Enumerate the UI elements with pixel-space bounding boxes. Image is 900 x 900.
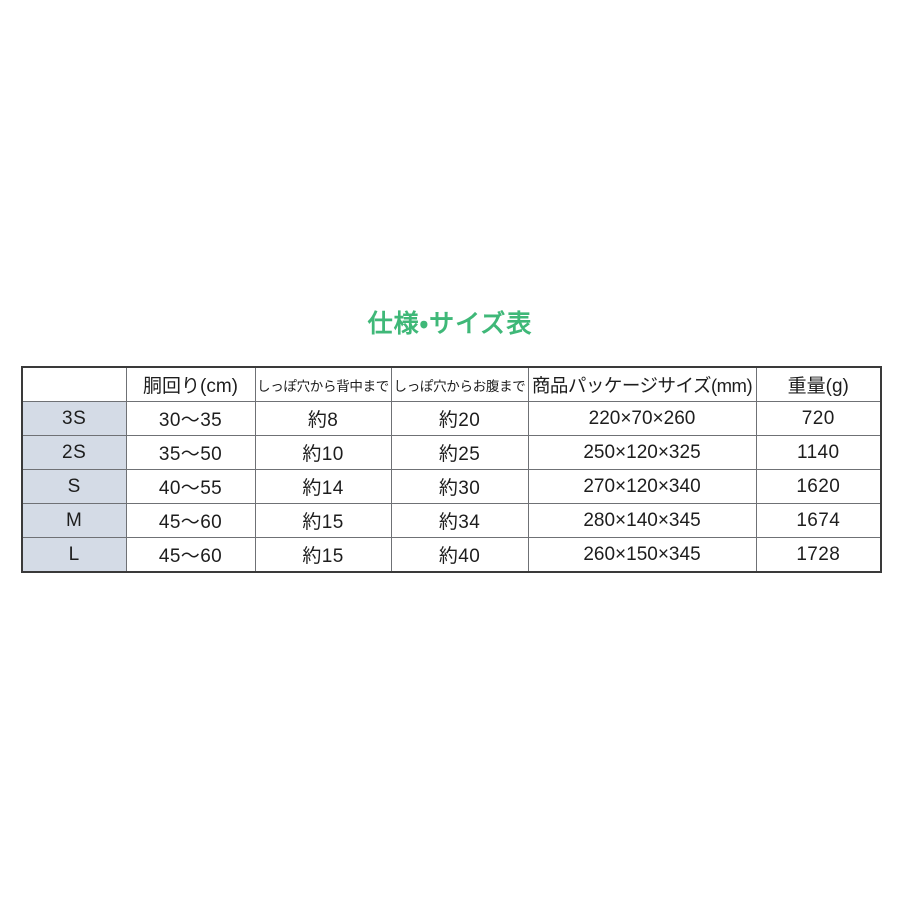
cell-waist: 40〜55 [125,469,256,504]
table-row: S 40〜55 約14 約30 270×120×340 1620 [21,469,882,504]
cell-tail-to-back: 約15 [254,503,392,538]
cell-package: 250×120×325 [527,435,757,470]
column-header-package-size: 商品パッケージサイズ(mm) [527,366,757,402]
spec-table-container: 胴回り(cm) しっぽ穴から背中まで しっぽ穴からお腹まで 商品パッケージサイズ… [21,366,882,573]
table-row: L 45〜60 約15 約40 260×150×345 1728 [21,537,882,573]
cell-size: 2S [21,435,127,470]
spec-size-table: 胴回り(cm) しっぽ穴から背中まで しっぽ穴からお腹まで 商品パッケージサイズ… [21,366,882,573]
column-header-weight: 重量(g) [755,366,882,402]
table-body: 3S 30〜35 約8 約20 220×70×260 720 2S 35〜50 … [21,401,882,573]
cell-waist: 45〜60 [125,503,256,538]
table-row: 3S 30〜35 約8 約20 220×70×260 720 [21,401,882,436]
cell-waist: 30〜35 [125,401,256,436]
cell-package: 220×70×260 [527,401,757,436]
column-header-tail-to-belly: しっぽ穴からお腹まで [390,366,529,402]
table-header-row: 胴回り(cm) しっぽ穴から背中まで しっぽ穴からお腹まで 商品パッケージサイズ… [21,366,882,402]
cell-waist: 45〜60 [125,537,256,573]
table-row: 2S 35〜50 約10 約25 250×120×325 1140 [21,435,882,470]
cell-tail-to-back: 約15 [254,537,392,573]
table-header: 胴回り(cm) しっぽ穴から背中まで しっぽ穴からお腹まで 商品パッケージサイズ… [21,366,882,402]
cell-tail-to-belly: 約30 [390,469,529,504]
column-header-tail-to-back: しっぽ穴から背中まで [254,366,392,402]
cell-size: S [21,469,127,504]
cell-weight: 1674 [755,503,882,538]
cell-size: L [21,537,127,573]
column-header-waist: 胴回り(cm) [125,366,256,402]
cell-tail-to-back: 約10 [254,435,392,470]
cell-weight: 720 [755,401,882,436]
cell-package: 270×120×340 [527,469,757,504]
cell-weight: 1728 [755,537,882,573]
cell-weight: 1620 [755,469,882,504]
cell-weight: 1140 [755,435,882,470]
column-header-size [21,366,127,402]
cell-tail-to-belly: 約40 [390,537,529,573]
cell-package: 280×140×345 [527,503,757,538]
cell-tail-to-belly: 約25 [390,435,529,470]
cell-tail-to-back: 約14 [254,469,392,504]
cell-size: 3S [21,401,127,436]
table-row: M 45〜60 約15 約34 280×140×345 1674 [21,503,882,538]
cell-waist: 35〜50 [125,435,256,470]
cell-tail-to-belly: 約20 [390,401,529,436]
cell-tail-to-belly: 約34 [390,503,529,538]
cell-size: M [21,503,127,538]
cell-package: 260×150×345 [527,537,757,573]
page-title: 仕様・サイズ表 [367,310,533,338]
cell-tail-to-back: 約8 [254,401,392,436]
